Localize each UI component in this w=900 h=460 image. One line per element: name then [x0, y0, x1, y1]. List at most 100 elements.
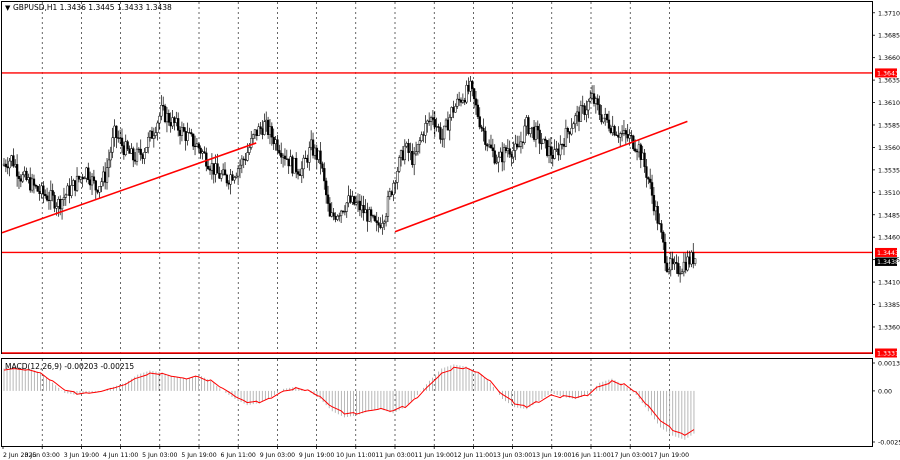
- time-label: 5 Jun 03:00: [142, 452, 177, 459]
- candle-body: [605, 114, 609, 121]
- candle-body: [619, 133, 622, 138]
- candle-body: [600, 114, 603, 123]
- candle-body: [628, 134, 631, 139]
- candle-body: [332, 212, 335, 217]
- candle-body: [59, 199, 62, 210]
- candle-body: [356, 200, 360, 203]
- candle-body: [42, 185, 45, 195]
- main-pane[interactable]: [1, 1, 873, 354]
- candle-body: [291, 156, 294, 174]
- candle-body: [622, 130, 626, 134]
- candle-body: [675, 262, 678, 264]
- candle-body: [81, 176, 84, 180]
- candle-body: [514, 143, 517, 151]
- candle-body: [105, 167, 109, 183]
- candle-body: [452, 107, 455, 113]
- candle-body: [207, 166, 210, 170]
- candle-body: [575, 111, 579, 117]
- candle-body: [368, 209, 371, 222]
- candle-body: [463, 99, 466, 103]
- candle-body: [484, 130, 487, 145]
- candle-body: [319, 150, 322, 165]
- candle-body: [369, 209, 373, 216]
- candle-body: [566, 128, 569, 133]
- candle-body: [124, 141, 127, 155]
- candle-body: [579, 105, 583, 122]
- candle-body: [577, 111, 581, 122]
- candle-body: [74, 180, 77, 191]
- candle-body: [246, 152, 249, 161]
- trend-line[interactable]: [394, 120, 688, 233]
- candle-body: [287, 158, 290, 167]
- candle-body: [117, 137, 120, 139]
- candle-body: [454, 106, 457, 113]
- candle-body: [68, 185, 71, 196]
- candle-body: [516, 143, 519, 148]
- candle-body: [270, 126, 273, 138]
- candle-body: [195, 143, 199, 147]
- candle-body: [682, 261, 686, 273]
- macd-label: -0.00251: [878, 440, 900, 447]
- candle-body: [626, 133, 629, 139]
- candle-body: [459, 99, 463, 103]
- candle-body: [671, 258, 674, 265]
- candle-body: [19, 178, 23, 182]
- candle-body: [495, 161, 498, 164]
- candle-body: [212, 163, 215, 175]
- candle-body: [542, 138, 545, 144]
- candle-body: [665, 262, 669, 272]
- candle-body: [244, 159, 247, 161]
- candle-body: [692, 252, 695, 264]
- candle-body: [265, 119, 268, 122]
- candle-body: [546, 140, 549, 156]
- candle-body: [137, 148, 141, 150]
- candle-body: [457, 98, 461, 101]
- candle-body: [413, 153, 416, 165]
- candle-body: [178, 130, 182, 136]
- candle-body: [433, 119, 436, 128]
- candle-body: [47, 199, 51, 202]
- candle-body: [414, 151, 418, 155]
- candle-body: [680, 271, 684, 274]
- candle-body: [229, 174, 232, 185]
- macd-pane[interactable]: [1, 358, 873, 447]
- candle-body: [669, 258, 672, 271]
- candle-body: [634, 148, 637, 152]
- candle-body: [338, 215, 341, 217]
- candle-body: [8, 160, 11, 169]
- time-label: 3 Jun 03:00: [25, 452, 60, 459]
- candle-body: [480, 126, 483, 129]
- candle-body: [555, 148, 558, 150]
- candle-body: [523, 125, 526, 143]
- candle-body: [624, 130, 627, 135]
- price-label: 1.3410: [878, 280, 900, 287]
- candle-body: [96, 189, 99, 193]
- candle-body: [231, 174, 234, 181]
- candle-body: [667, 269, 671, 272]
- candle-body: [4, 163, 8, 167]
- candle-body: [304, 157, 307, 159]
- candle-body: [589, 97, 592, 102]
- candle-body: [180, 127, 184, 136]
- time-label: 13 Jun 19:00: [532, 452, 571, 459]
- macd-signal-line: [3, 366, 695, 436]
- candle-body: [583, 105, 586, 115]
- trend-lines[interactable]: [1, 120, 688, 234]
- candle-body: [70, 185, 73, 196]
- candle-body: [456, 98, 459, 107]
- time-label: 10 Jun 11:00: [336, 452, 375, 459]
- candle-body: [72, 180, 75, 186]
- candle-body: [585, 109, 588, 115]
- candle-body: [521, 141, 524, 143]
- trend-line[interactable]: [1, 142, 257, 234]
- macd-label: 0.00137: [878, 361, 900, 368]
- candle-body: [478, 116, 481, 128]
- candle-body: [45, 195, 49, 201]
- candle-body: [538, 129, 541, 144]
- candle-body: [592, 93, 596, 104]
- candle-body: [242, 158, 245, 160]
- candle-body: [399, 150, 403, 158]
- candle-body: [66, 185, 69, 196]
- level-lines[interactable]: [2, 72, 872, 354]
